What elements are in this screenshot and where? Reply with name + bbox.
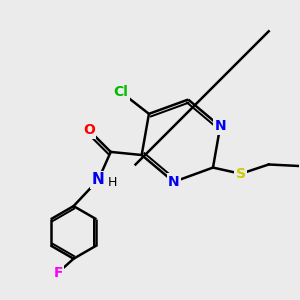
Text: N: N (214, 119, 226, 134)
Text: O: O (83, 123, 95, 137)
Text: Cl: Cl (114, 85, 128, 99)
Text: H: H (108, 176, 117, 189)
Text: N: N (92, 172, 105, 187)
Text: N: N (168, 175, 179, 189)
Text: S: S (236, 167, 246, 181)
Text: F: F (53, 266, 63, 280)
